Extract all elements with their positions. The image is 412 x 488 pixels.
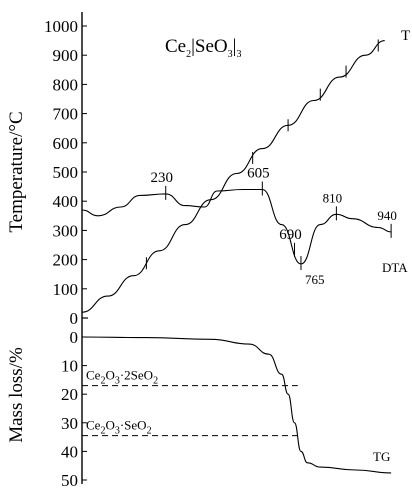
mass-loss-tick-label: 20 bbox=[61, 385, 78, 404]
mass-loss-tick-label: 30 bbox=[61, 414, 78, 433]
temperature-axis-title: Temperature/°C bbox=[6, 111, 27, 232]
temperature-tick-label: 700 bbox=[53, 105, 79, 124]
temperature-tick-label: 800 bbox=[53, 75, 79, 94]
chart-title: Ce2|SeO3|3 bbox=[165, 36, 241, 60]
mass-loss-tick-label: 40 bbox=[61, 442, 78, 461]
mass-loss-tick-label: 50 bbox=[61, 471, 78, 488]
dta-peak-label: 605 bbox=[247, 166, 270, 182]
mass-loss-ticks: 0 10 20 30 40 50 bbox=[61, 328, 87, 488]
temperature-tick-label: 400 bbox=[53, 192, 79, 211]
temperature-tick-label: 600 bbox=[53, 134, 79, 153]
temperature-tick-label: 200 bbox=[53, 251, 79, 270]
tg-curve bbox=[81, 336, 392, 474]
t-curve-tag: T bbox=[401, 28, 410, 44]
dta-peak-label: 765 bbox=[305, 272, 325, 287]
dta-peak-label: 810 bbox=[323, 190, 343, 205]
dta-curve-tag: DTA bbox=[382, 260, 408, 275]
tg-curve-tag: TG bbox=[373, 449, 390, 464]
temperature-tick-label: 900 bbox=[53, 46, 79, 65]
mass-loss-tick-label: 10 bbox=[61, 357, 78, 376]
mass-loss-tick-label: 0 bbox=[70, 328, 79, 347]
temperature-tick-label: 1000 bbox=[44, 17, 78, 36]
reference-line-label: Ce2O3·2SeO2 bbox=[86, 368, 158, 387]
dta-peak-labels: 230 605 690 765 810 940 bbox=[150, 166, 396, 287]
dta-peak-label: 940 bbox=[377, 208, 397, 223]
temperature-tick-label: 500 bbox=[53, 163, 79, 182]
temperature-curve bbox=[81, 40, 385, 313]
reference-lines: Ce2O3·2SeO2 Ce2O3·SeO2 bbox=[82, 368, 298, 437]
dta-curve bbox=[81, 188, 392, 265]
dta-peak-label: 690 bbox=[279, 227, 302, 243]
temperature-curve-markers bbox=[145, 39, 379, 270]
temperature-tick-label: 100 bbox=[53, 280, 79, 299]
mass-loss-axis-title: Mass loss/% bbox=[6, 347, 27, 443]
reference-line-label: Ce2O3·SeO2 bbox=[86, 418, 152, 437]
dta-peak-label: 230 bbox=[150, 170, 173, 186]
temperature-tick-label: 0 bbox=[70, 309, 79, 328]
temperature-tick-label: 300 bbox=[53, 221, 79, 240]
